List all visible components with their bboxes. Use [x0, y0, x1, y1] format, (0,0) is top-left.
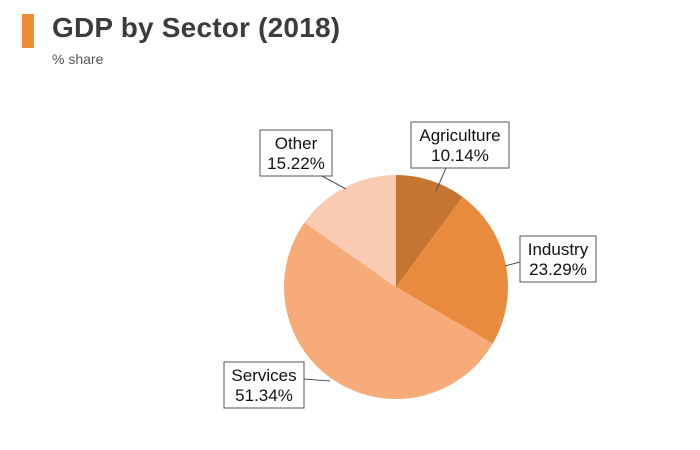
slice-name-other: Other: [275, 134, 318, 153]
slice-name-agriculture: Agriculture: [419, 126, 500, 145]
leader-line-other: [321, 175, 347, 190]
label-box-industry: [519, 235, 597, 283]
label-box-other: [259, 129, 333, 177]
slice-value-other: 15.22%: [267, 154, 325, 173]
leader-line-agriculture: [435, 167, 447, 192]
label-box-services: [223, 361, 305, 409]
leader-line-services: [303, 378, 331, 382]
chart-subtitle: % share: [52, 51, 104, 67]
slice-name-services: Services: [231, 366, 296, 385]
pie-slice-services: [283, 222, 493, 400]
pie-slices: [283, 175, 508, 400]
slice-name-industry: Industry: [528, 240, 589, 259]
pie-slice-other: [304, 175, 396, 287]
pie-slice-industry: [396, 196, 508, 344]
slice-value-services: 51.34%: [235, 386, 293, 405]
leader-line-industry: [504, 261, 521, 267]
title-accent-bar: [22, 14, 34, 48]
chart-title: GDP by Sector (2018): [52, 12, 341, 43]
slice-value-industry: 23.29%: [529, 260, 587, 279]
slice-value-agriculture: 10.14%: [431, 146, 489, 165]
label-box-agriculture: [410, 121, 510, 169]
pie-slice-agriculture: [396, 175, 463, 287]
